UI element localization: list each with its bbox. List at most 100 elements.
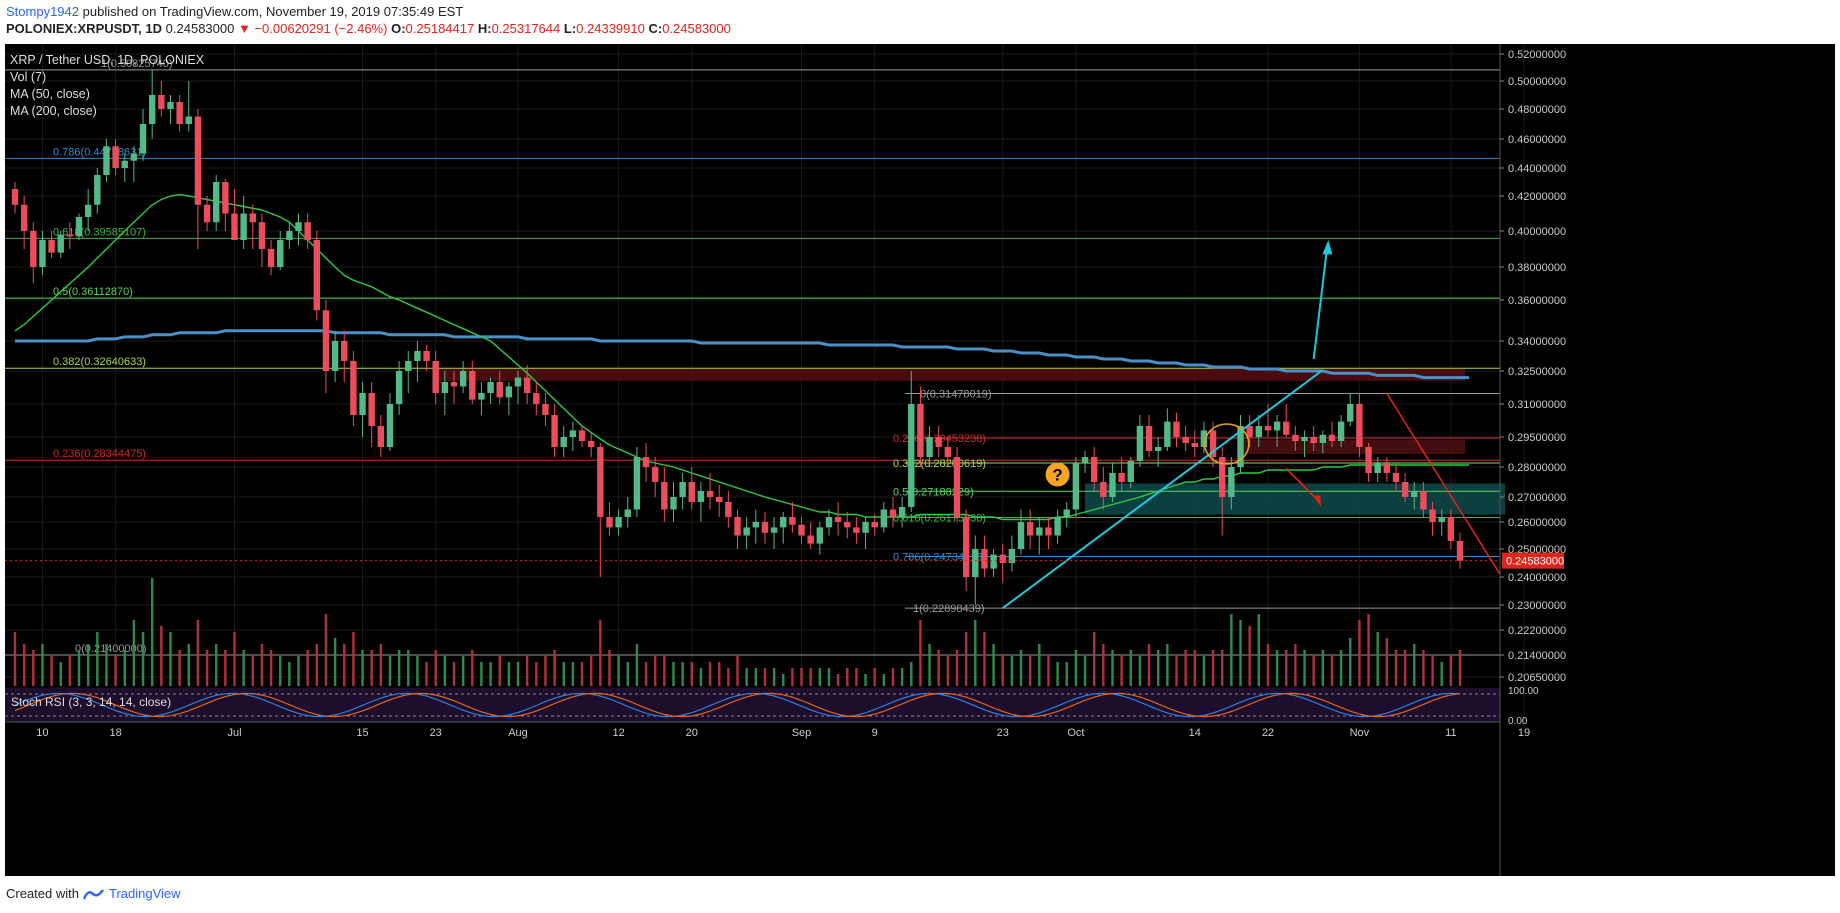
resistance-zone [435,368,1465,381]
volume-bar [1065,662,1068,686]
price-axis-label: 0.31000000 [1508,399,1566,411]
price-axis-label: 0.32500000 [1508,366,1566,378]
volume-bar [864,674,867,686]
price-axis-label: 0.28000000 [1508,462,1566,474]
volume-bar [992,644,995,686]
time-axis-label: 12 [612,727,624,739]
chart-area[interactable]: 1(0.50825740) 0.786(0.44728631) 0.618(0.39… [5,44,1835,876]
volume-bar [233,632,236,686]
candle-body [624,509,631,517]
bearish-arrow [1285,467,1319,502]
candle-body [1045,527,1052,536]
volume-bar [105,644,108,686]
candle-body [414,351,421,361]
volume-bar [205,650,209,686]
volume-bar [1349,638,1352,686]
volume-bar [114,656,117,686]
volume-bar [178,650,181,686]
author-link[interactable]: Stompy1942 [6,4,79,19]
volume-bar [13,632,17,686]
volume-bar [553,650,556,686]
volume-bar [772,668,776,686]
volume-bar [251,656,254,686]
candle-body [1392,473,1400,482]
candle-body [944,447,952,457]
price-axis-label: 0.48000000 [1508,104,1566,116]
volume-bar [1275,650,1279,686]
volume-bar [1239,620,1242,686]
uptrend-line [1002,369,1324,609]
tradingview-link[interactable]: TradingView [108,886,181,901]
candle-body [295,222,302,231]
volume-bar [516,662,520,686]
highlight-ellipse [1204,423,1250,465]
candle-body [203,204,211,223]
bearish-arrow-head [1313,495,1321,507]
candle-body [523,377,531,393]
candle-body [469,371,476,400]
volume-bar [928,644,931,686]
price-axis-label: 0.50000000 [1508,76,1566,88]
volume-bar [644,662,648,686]
volume-bar [699,668,703,686]
volume-bar [471,650,474,686]
volume-bar [1138,656,1142,686]
chart-legend: XRP / Tether USD, 1D, POLONIEX Vol (7) M… [10,52,204,120]
candle-body [505,386,513,398]
price-axis-label: 0.44000000 [1508,163,1566,175]
candle-body [20,204,28,231]
candle-body [1319,434,1327,443]
high-label: H: [477,21,492,36]
volume-bar [1413,644,1416,686]
price-chart[interactable]: 1(0.50825740) 0.786(0.44728631) 0.618(0.39… [5,44,1835,876]
candle-body [121,160,128,168]
volume-bar [215,644,218,686]
current-price-tag [1502,552,1564,569]
candle-body [908,404,915,507]
candle-body [962,517,970,577]
candle-body [972,549,979,577]
time-axis-label: 15 [356,727,368,739]
volume-bar [1339,650,1343,686]
volume-bar [1321,650,1325,686]
candle-body [1118,473,1125,482]
current-price-label: 0.24583000 [1506,556,1564,568]
legend-vol[interactable]: Vol (7) [10,70,47,84]
volume-bar [443,656,447,686]
volume-bar [1367,614,1370,686]
legend-ma200[interactable]: MA (200, close) [10,104,97,118]
candle-body [1182,437,1189,443]
candle-body [286,231,293,240]
candle-body [1301,437,1308,441]
volume-bar [77,650,81,686]
close-label: C: [648,21,663,36]
time-axis-label: 23 [997,727,1009,739]
price-axis-label: 0.40000000 [1508,226,1566,238]
candle-body [834,517,842,522]
volume-bar [1038,644,1041,686]
candle-body [816,527,824,544]
candle-body [679,482,686,497]
volume-bar [635,644,639,686]
fib-label-left: 1(0.50825740) [101,58,173,70]
candle-body [1026,522,1034,536]
candle-body [84,204,92,217]
candle-body [688,482,695,502]
candle-body [487,382,494,393]
candle-body [1154,447,1162,451]
volume-bar [1001,656,1004,686]
low-label: L: [563,21,577,36]
volume-bar [827,668,831,686]
candle-body [1081,457,1089,463]
price-axis-label: 0.22200000 [1508,625,1566,637]
candle-body [405,361,412,371]
volume-bar [1202,656,1206,686]
volume-bar [297,656,300,686]
candle-body [222,182,229,214]
legend-ma50[interactable]: MA (50, close) [10,87,90,101]
symbol-label: POLONIEX:XRPUSDT, 1D [6,21,163,36]
candle-body [359,393,366,415]
volume-bar [370,650,373,686]
volume-bar [1047,656,1050,686]
volume-bar [379,644,383,686]
